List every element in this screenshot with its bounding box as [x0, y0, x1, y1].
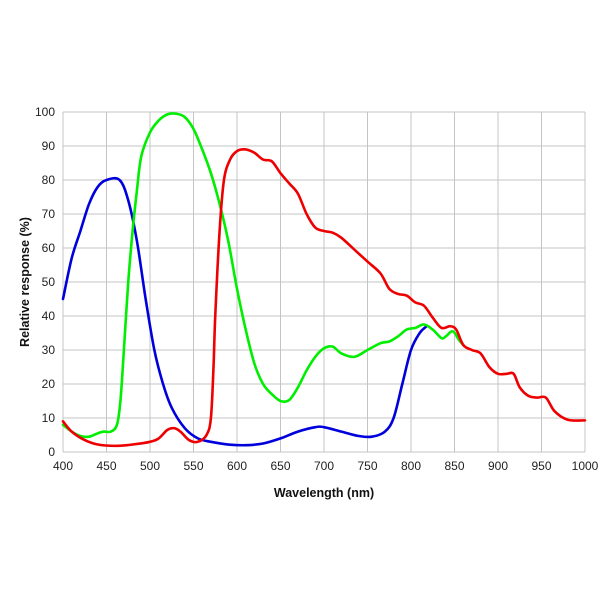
y-tick-label: 0	[48, 445, 55, 459]
y-tick-label: 100	[35, 105, 55, 119]
y-tick-label: 90	[42, 139, 56, 153]
y-tick-label: 10	[42, 411, 56, 425]
x-tick-label: 650	[270, 459, 290, 473]
x-tick-labels: 400 450 500 550 600 650 700 750 800 850 900 950 1000	[53, 459, 599, 473]
y-tick-label: 80	[42, 173, 56, 187]
y-tick-label: 50	[42, 275, 56, 289]
x-tick-label: 850	[444, 459, 464, 473]
series-lines	[61, 112, 587, 448]
x-axis-label: Wavelength (nm)	[274, 486, 374, 500]
x-tick-label: 700	[314, 459, 334, 473]
blue-series-line	[61, 176, 428, 447]
x-tick-label: 950	[531, 459, 551, 473]
x-tick-label: 550	[183, 459, 203, 473]
x-tick-label: 900	[488, 459, 508, 473]
y-tick-label: 40	[42, 309, 56, 323]
y-tick-label: 30	[42, 343, 56, 357]
y-tick-label: 20	[42, 377, 56, 391]
y-tick-label: 60	[42, 241, 56, 255]
x-tick-label: 750	[357, 459, 377, 473]
y-tick-labels: 0 10 20 30 40 50 60 70 80 90 100	[35, 105, 55, 459]
x-tick-label: 600	[227, 459, 247, 473]
x-tick-label: 1000	[572, 459, 599, 473]
x-tick-label: 800	[401, 459, 421, 473]
x-tick-label: 450	[96, 459, 116, 473]
x-tick-label: 500	[140, 459, 160, 473]
x-tick-label: 400	[53, 459, 73, 473]
y-axis-label: Relative response (%)	[18, 217, 32, 347]
y-tick-label: 70	[42, 207, 56, 221]
red-series-line	[61, 148, 587, 448]
grid	[62, 111, 586, 453]
green-series-line	[61, 112, 465, 439]
